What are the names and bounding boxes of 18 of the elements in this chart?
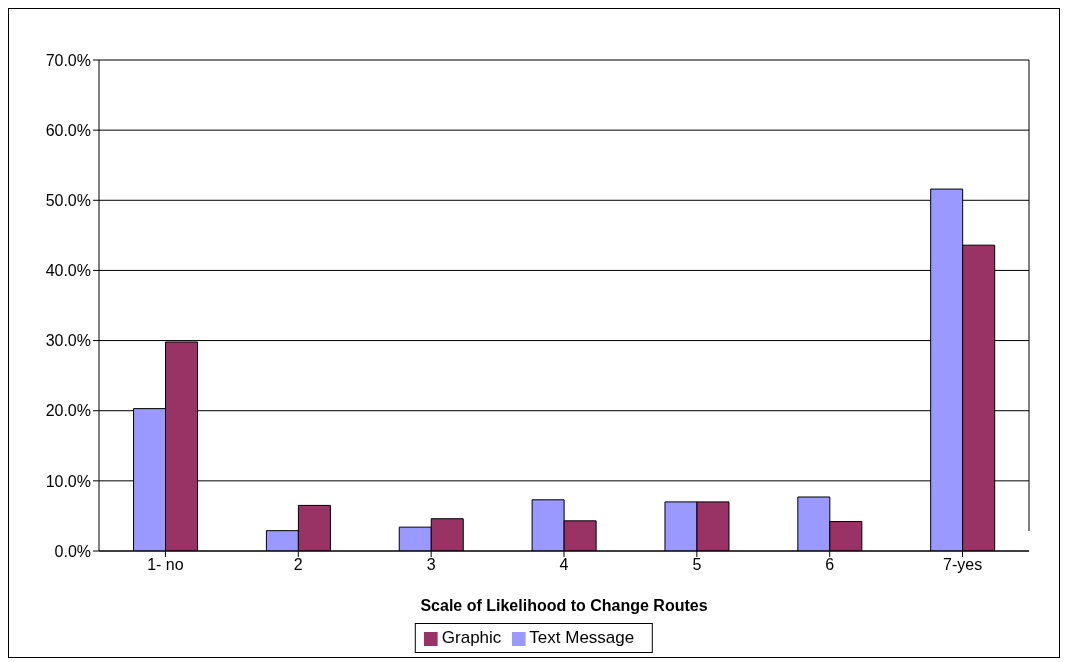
y-tick-label: 0.0%	[54, 542, 91, 560]
legend-label: Graphic	[441, 628, 502, 647]
x-tick-label: 6	[825, 556, 835, 574]
x-tick-label: 3	[426, 556, 436, 574]
y-tick-label: 50.0%	[45, 191, 91, 209]
y-tick-label: 70.0%	[45, 51, 91, 69]
y-tick-label: 40.0%	[45, 262, 91, 280]
y-tick-label: 20.0%	[45, 402, 91, 420]
x-tick-label: 4	[559, 556, 569, 574]
x-tick-label: 5	[692, 556, 702, 574]
y-tick-label: 60.0%	[45, 121, 91, 139]
x-axis-title: Scale of Likelihood to Change Routes	[420, 597, 708, 614]
y-tick-label: 30.0%	[45, 332, 91, 350]
x-tick-label: 1- no	[147, 556, 184, 574]
y-tick-label: 10.0%	[45, 472, 91, 490]
legend-label: Text Message	[529, 628, 635, 647]
x-tick-label: 7-yes	[943, 556, 983, 574]
x-tick-label: 2	[293, 556, 303, 574]
